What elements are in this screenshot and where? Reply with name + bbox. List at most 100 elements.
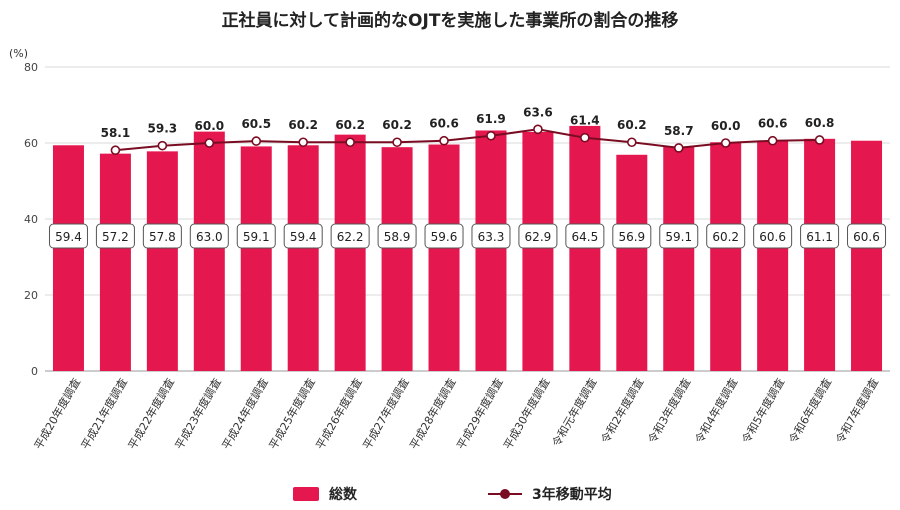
line-value-label: 60.6 [758, 117, 788, 131]
line-series-path [115, 128, 820, 152]
bar-value-box [800, 223, 840, 249]
bar-value-box [330, 223, 370, 249]
bar-value-label: 57.8 [149, 230, 176, 244]
x-tick-label: 令和6年度調査 [786, 376, 835, 446]
x-tick-label: 平成21年度調査 [78, 376, 130, 452]
line-value-label: 61.9 [476, 112, 506, 126]
legend-item-bar: 総数 [293, 484, 357, 504]
y-tick-label: 40 [24, 213, 38, 226]
bar-value-box [95, 223, 135, 249]
bar-value-label: 58.9 [384, 230, 411, 244]
bar [804, 138, 836, 371]
line-point [204, 138, 215, 148]
x-tick-label: 平成24年度調査 [219, 376, 271, 452]
line-point [110, 145, 121, 156]
x-tick-label: 令和2年度調査 [598, 376, 647, 446]
bar [428, 144, 460, 371]
bar-value-label: 62.9 [525, 230, 552, 244]
bar-value-box [471, 223, 511, 249]
line-point [486, 130, 496, 141]
bar [52, 145, 84, 371]
bar-value-label: 60.6 [759, 230, 786, 244]
bar-value-box [189, 223, 229, 249]
y-tick-label: 0 [31, 365, 38, 378]
bar-value-box [565, 223, 605, 249]
bar-value-label: 64.5 [572, 230, 599, 244]
line-point [345, 137, 355, 148]
bar-value-box [518, 223, 558, 249]
line-value-label: 61.4 [570, 114, 600, 128]
x-tick-label: 平成30年度調査 [500, 376, 552, 452]
bar-value-box [612, 223, 652, 249]
x-tick-label: 平成23年度調査 [172, 376, 224, 452]
bar-value-box [377, 223, 417, 249]
x-tick-label: 令和7年度調査 [833, 376, 882, 446]
legend-swatch-bar-icon [293, 487, 319, 501]
legend-label-bar: 総数 [329, 487, 357, 503]
line-value-label: 60.0 [711, 119, 741, 133]
x-tick-label: 平成28年度調査 [407, 376, 459, 452]
line-point [720, 138, 731, 148]
bar [522, 131, 554, 371]
line-point [533, 124, 543, 135]
line-value-label: 60.8 [805, 116, 835, 130]
bar [99, 153, 131, 371]
bar-value-label: 59.6 [431, 230, 458, 244]
line-value-label: 58.1 [101, 126, 131, 140]
line-value-label: 60.2 [382, 118, 412, 132]
line-point [814, 135, 825, 145]
line-value-label: 60.5 [241, 117, 271, 131]
bar-value-box [706, 223, 746, 249]
bar [146, 151, 178, 371]
line-point [439, 135, 449, 146]
bar-value-label: 59.4 [290, 230, 317, 244]
bar-value-box [659, 223, 699, 249]
bar-value-label: 59.4 [55, 230, 82, 244]
bar [710, 142, 742, 371]
line-value-label: 59.3 [148, 122, 178, 136]
bar-value-box [753, 223, 793, 249]
bar [334, 134, 366, 371]
x-tick-label: 平成25年度調査 [266, 376, 318, 452]
chart-title: 正社員に対して計画的なOJTを実施した事業所の割合の推移 [221, 11, 679, 31]
x-tick-label: 令和5年度調査 [739, 376, 788, 446]
legend-swatch-line-icon [488, 487, 522, 501]
bar [287, 145, 319, 371]
y-tick-label: 80 [24, 61, 38, 74]
bar-value-label: 59.1 [243, 230, 270, 244]
y-axis-unit-label: (%) [9, 47, 29, 60]
x-tick-label: 令和3年度調査 [645, 376, 694, 446]
bar-value-label: 57.2 [102, 230, 129, 244]
line-value-label: 60.6 [429, 117, 459, 131]
bar-value-label: 60.2 [712, 230, 739, 244]
bar [663, 146, 695, 371]
bar-value-label: 56.9 [618, 230, 645, 244]
bar-value-label: 61.1 [806, 230, 833, 244]
line-value-label: 60.0 [195, 119, 225, 133]
x-tick-label: 令和元年度調査 [549, 376, 600, 450]
bar-value-label: 60.6 [853, 230, 880, 244]
line-value-label: 58.7 [664, 124, 694, 138]
x-tick-label: 令和4年度調査 [692, 376, 741, 446]
bar-value-box [283, 223, 323, 249]
x-tick-label: 平成26年度調査 [313, 376, 365, 452]
bar [757, 140, 789, 371]
bar [381, 147, 413, 371]
line-point [251, 136, 262, 146]
line-point [673, 143, 684, 153]
bar-value-box [236, 223, 276, 249]
line-point [580, 132, 590, 143]
chart-svg: 0 20 40 60 80 59.4 57.2 57.8 63.0 59.1 59.4 62.2 58.… [24, 61, 890, 452]
bar [851, 140, 883, 371]
bar-value-box [847, 223, 887, 249]
line-value-label: 63.6 [523, 105, 553, 119]
y-tick-label: 20 [24, 289, 38, 302]
bar [475, 130, 507, 371]
x-tick-label: 平成27年度調査 [360, 376, 412, 452]
line-value-label: 60.2 [288, 118, 318, 132]
bar [193, 131, 225, 371]
x-tick-label: 平成20年度調査 [31, 376, 83, 452]
bar-value-label: 63.0 [196, 230, 223, 244]
legend-item-line: 3年移動平均 [488, 484, 612, 504]
bar-value-label: 63.3 [478, 230, 505, 244]
